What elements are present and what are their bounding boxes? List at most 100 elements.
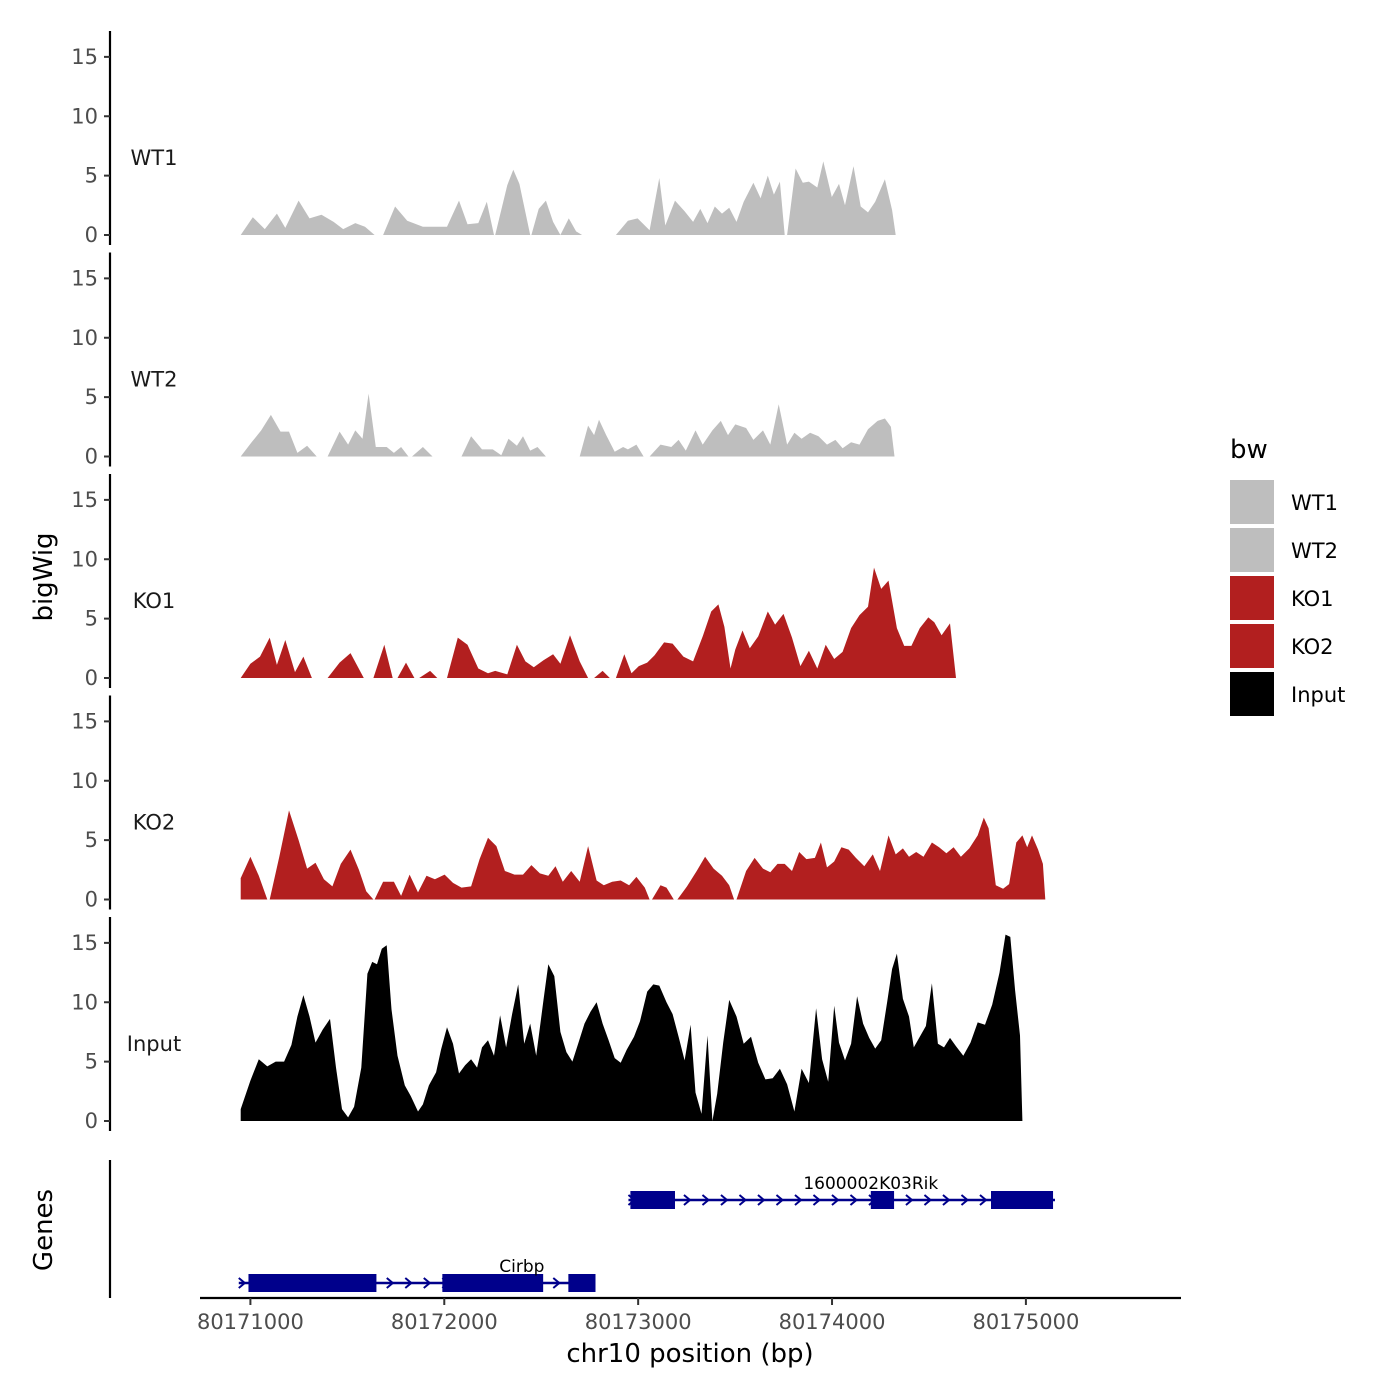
strand-arrow-icon [552, 1277, 561, 1289]
area-ko2-segment-4 [652, 885, 674, 900]
area-wt1-segment-2 [383, 200, 494, 235]
y-tick-label-ko2-10: 10 [71, 769, 98, 793]
strand-arrow-icon [757, 1194, 766, 1206]
area-wt1-segment-6 [787, 161, 896, 235]
track-wt2: 0 5 10 15 WT2 [71, 252, 895, 469]
area-ko2-segment-5 [677, 856, 735, 900]
track-ko2: 0 5 10 15 KO2 [71, 695, 1046, 912]
strand-arrow-icon [942, 1194, 951, 1206]
gene-cirbp: Cirbp [238, 1257, 596, 1292]
x-axis: 80171000 80172000 80173000 80174000 80175000 [197, 1296, 1181, 1334]
strand-arrow-icon [683, 1194, 692, 1206]
track-label-wt1: WT1 [131, 146, 178, 170]
legend-swatch-input [1230, 672, 1274, 716]
exon-cirbp-1 [248, 1274, 377, 1292]
area-wt2-segment-3 [412, 447, 433, 457]
y-tick-label-ko2-15: 15 [71, 709, 98, 733]
y-tick-label-ko1-10: 10 [71, 547, 98, 571]
exon-cirbp-3 [568, 1274, 596, 1292]
gene-label-1600002k03rik: 1600002K03Rik [803, 1174, 938, 1194]
y-tick-label-input-0: 0 [85, 1109, 98, 1133]
y-tick-label-wt2-15: 15 [71, 266, 98, 290]
area-wt2-segment-1 [240, 414, 317, 457]
exon-1600002k03rik-3 [991, 1191, 1054, 1209]
x-tick-label-80171000: 80171000 [197, 1310, 304, 1334]
y-tick-label-input-15: 15 [71, 931, 98, 955]
y-tick-label-ko2-5: 5 [85, 828, 98, 852]
strand-arrow-icon [960, 1194, 970, 1206]
y-tick-label-wt2-5: 5 [85, 385, 98, 409]
legend-swatch-wt2 [1230, 528, 1274, 572]
strand-arrow-icon [404, 1277, 413, 1289]
area-wt1-segment-5 [615, 175, 785, 235]
legend: WT1 WT2 KO1 KO2 Input [1230, 480, 1345, 716]
area-ko2-segment-1 [240, 856, 268, 900]
x-tick-label-80174000: 80174000 [779, 1310, 886, 1334]
legend-label-input: Input [1291, 683, 1345, 707]
y-tick-label-wt1-10: 10 [71, 104, 98, 128]
area-ko1-segment-1 [240, 637, 312, 678]
y-tick-label-wt2-0: 0 [85, 445, 98, 469]
y-tick-label-input-10: 10 [71, 990, 98, 1014]
signal-tracks: 0 5 10 15 WT1 0 5 10 15 WT2 0 5 10 15 KO1 0 5 10 15 KO2 0 5 10… [71, 31, 1046, 1133]
area-ko1-segment-7 [594, 670, 610, 678]
area-wt1-segment-1 [240, 200, 375, 235]
area-ko1-segment-5 [419, 670, 438, 678]
legend-swatch-wt1 [1230, 480, 1274, 524]
legend-label-wt2: WT2 [1291, 539, 1338, 563]
strand-arrow-icon [423, 1277, 432, 1289]
x-tick-label-80173000: 80173000 [585, 1310, 692, 1334]
area-wt2-segment-6 [649, 404, 895, 457]
strand-arrow-icon [701, 1194, 711, 1206]
y-tick-label-ko1-0: 0 [85, 666, 98, 690]
y-tick-label-wt1-5: 5 [85, 164, 98, 188]
y-tick-label-ko1-15: 15 [71, 488, 98, 512]
strand-arrow-icon [738, 1194, 748, 1206]
strand-arrow-icon [812, 1194, 822, 1206]
strand-arrow-icon [923, 1194, 933, 1206]
area-ko2-segment-2 [269, 810, 374, 900]
y-axis-title: bigWig [29, 532, 59, 621]
strand-arrow-icon [386, 1277, 395, 1289]
area-ko2-segment-6 [736, 817, 1046, 900]
genes-axis-title: Genes [29, 1189, 59, 1271]
gene-label-cirbp: Cirbp [499, 1257, 544, 1277]
area-ko1-segment-3 [373, 644, 393, 678]
strand-arrow-icon [849, 1194, 859, 1206]
x-tick-label-80175000: 80175000 [972, 1310, 1079, 1334]
area-input-segment-1 [240, 934, 1023, 1121]
area-wt1-segment-3 [495, 169, 531, 235]
area-ko1-segment-2 [327, 653, 364, 678]
strand-arrow-icon [979, 1194, 988, 1206]
area-wt2-segment-5 [579, 419, 644, 457]
strand-arrow-icon [794, 1194, 803, 1206]
legend-label-ko2: KO2 [1291, 635, 1334, 659]
y-tick-label-wt1-0: 0 [85, 223, 98, 247]
exon-1600002k03rik-1 [630, 1191, 675, 1209]
exon-1600002k03rik-2 [870, 1191, 895, 1209]
gene-1600002k03rik: 1600002K03Rik [627, 1174, 1055, 1209]
area-wt2-segment-4 [461, 436, 546, 457]
track-wt1: 0 5 10 15 WT1 [71, 31, 896, 247]
x-axis-title: chr10 position (bp) [566, 1339, 813, 1369]
area-ko1-segment-4 [397, 662, 415, 678]
strand-arrow-icon [831, 1194, 840, 1206]
legend-swatch-ko1 [1230, 576, 1274, 620]
area-ko1-segment-6 [447, 635, 589, 678]
legend-label-ko1: KO1 [1291, 587, 1334, 611]
area-ko2-segment-3 [374, 837, 650, 900]
y-tick-label-wt2-10: 10 [71, 326, 98, 350]
area-ko1-segment-8 [615, 567, 956, 678]
legend-title: bw [1230, 435, 1268, 465]
y-tick-label-input-5: 5 [85, 1050, 98, 1074]
y-tick-label-ko1-5: 5 [85, 607, 98, 631]
track-label-wt2: WT2 [131, 367, 178, 391]
track-label-input: Input [127, 1032, 181, 1056]
strand-arrow-icon [775, 1194, 785, 1206]
genes-track: Cirbp 1600002K03Rik [108, 1160, 1055, 1298]
strand-arrow-icon [238, 1277, 247, 1289]
area-wt2-segment-2 [327, 393, 409, 457]
track-input: 0 5 10 15 Input [71, 917, 1023, 1133]
x-tick-label-80172000: 80172000 [391, 1310, 498, 1334]
